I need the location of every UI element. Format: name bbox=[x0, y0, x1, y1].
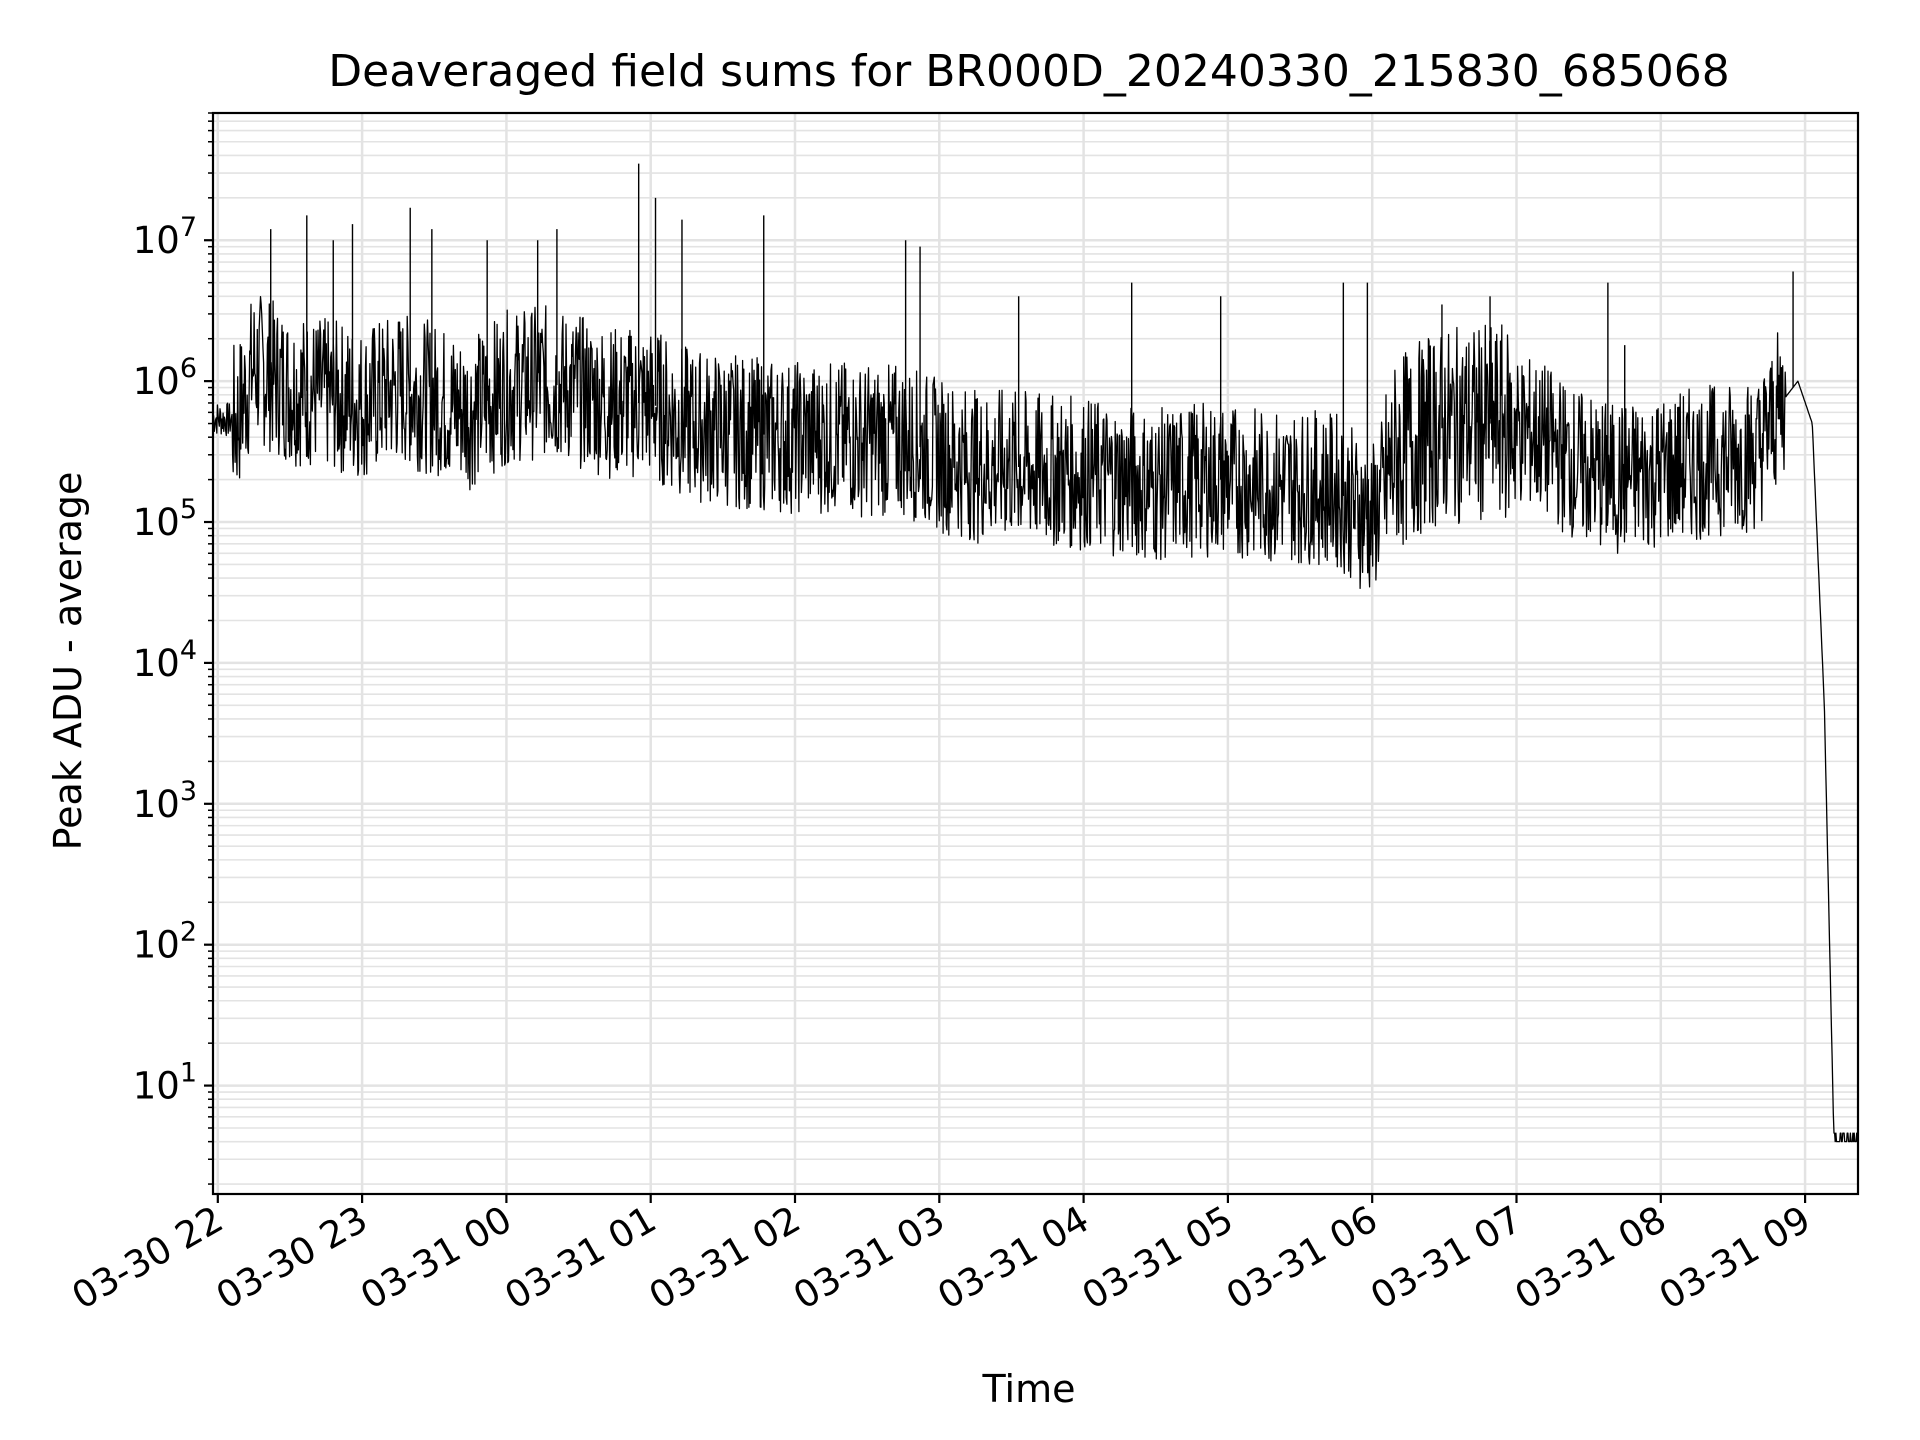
y-tick-label: 107 bbox=[133, 212, 197, 262]
x-axis-label: Time bbox=[982, 1367, 1076, 1411]
y-tick-label: 106 bbox=[133, 353, 197, 403]
y-tick-label: 104 bbox=[133, 635, 197, 685]
series-layer bbox=[212, 163, 1859, 1143]
grid bbox=[213, 112, 1858, 1194]
y-axis-label: Peak ADU - average bbox=[46, 472, 90, 851]
plot-frame bbox=[211, 111, 1860, 1196]
chart-title: Deaveraged field sums for BR000D_2024033… bbox=[328, 46, 1730, 97]
y-tick-label: 102 bbox=[133, 917, 197, 967]
y-tick-label: 105 bbox=[133, 494, 197, 544]
y-tick-label: 103 bbox=[133, 776, 197, 826]
y-tick-label: 101 bbox=[133, 1058, 197, 1108]
